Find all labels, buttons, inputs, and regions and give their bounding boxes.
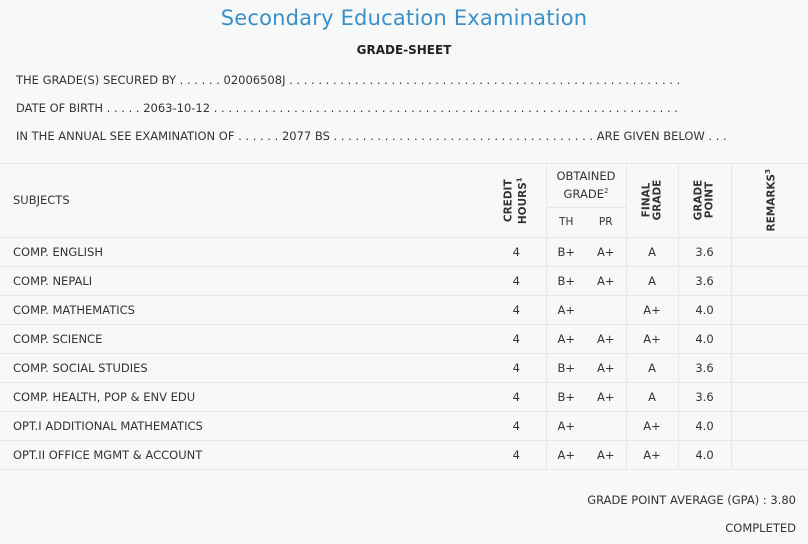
header-credit-hours: CREDIT HOURS1 (487, 164, 547, 238)
remarks-label: REMARKS3 (763, 169, 778, 232)
table-top-rule (0, 163, 808, 164)
table-row: OPT.I ADDITIONAL MATHEMATICS 4 A+ A+ 4.0 (0, 411, 808, 441)
gpa-summary: GRADE POINT AVERAGE (GPA) : 3.80 (587, 493, 796, 507)
grade-point-cell: 4.0 (678, 440, 732, 470)
remarks-cell (731, 324, 808, 354)
final-grade-cell: A+ (626, 324, 679, 354)
table-row: COMP. SCIENCE 4 A+ A+ A+ 4.0 (0, 324, 808, 354)
page-subtitle: GRADE-SHEET (356, 43, 452, 57)
grade-point-cell: 4.0 (678, 324, 732, 354)
grade-table: SUBJECTS CREDIT HOURS1 OBTAINED GRADE2 FIN… (0, 164, 808, 470)
subject-cell: COMP. NEPALI (0, 266, 487, 296)
final-grade-cell: A+ (626, 295, 679, 325)
credit-hours-cell: 4 (487, 295, 547, 325)
subject-cell: COMP. SOCIAL STUDIES (0, 353, 487, 383)
remarks-cell (731, 382, 808, 412)
header-grade-point: GRADE POINT (678, 164, 732, 238)
theory-grade-cell: A+ (546, 440, 586, 470)
gpa-value: 3.80 (770, 493, 796, 507)
theory-grade-cell: A+ (546, 324, 586, 354)
final-grade-cell: A (626, 266, 679, 296)
theory-grade-cell: A+ (546, 295, 586, 325)
header-subjects: SUBJECTS (0, 164, 487, 238)
table-row: OPT.II OFFICE MGMT & ACCOUNT 4 A+ A+ A+ 4.0 (0, 440, 808, 470)
credit-hours-cell: 4 (487, 440, 547, 470)
page-title: Secondary Education Examination (220, 6, 588, 30)
subject-cell: COMP. SCIENCE (0, 324, 487, 354)
header-th: TH (546, 207, 586, 238)
remarks-cell (731, 440, 808, 470)
grade-point-cell: 3.6 (678, 353, 732, 383)
subject-cell: OPT.II OFFICE MGMT & ACCOUNT (0, 440, 487, 470)
final-grade-cell: A (626, 382, 679, 412)
practical-grade-cell: A+ (586, 382, 627, 412)
completion-status: COMPLETED (725, 521, 796, 535)
practical-grade-cell: A+ (586, 266, 627, 296)
remarks-cell (731, 266, 808, 296)
grade-rows: COMP. ENGLISH 4 B+ A+ A 3.6 COMP. NEPALI 4 B+ A+ A… (0, 237, 808, 470)
header-final-grade: FINAL GRADE (626, 164, 679, 238)
table-header-row: SUBJECTS CREDIT HOURS1 OBTAINED GRADE2 FIN… (0, 164, 808, 238)
final-grade-label: FINAL GRADE (640, 179, 663, 221)
header-pr: PR (586, 207, 627, 238)
remarks-cell (731, 353, 808, 383)
grade-point-cell: 3.6 (678, 266, 732, 296)
grade-point-cell: 4.0 (678, 411, 732, 441)
practical-grade-cell: A+ (586, 440, 627, 470)
exam-line: IN THE ANNUAL SEE EXAMINATION OF . . . .… (16, 129, 727, 143)
credit-hours-cell: 4 (487, 382, 547, 412)
credit-hours-cell: 4 (487, 266, 547, 296)
remarks-cell (731, 411, 808, 441)
theory-grade-cell: B+ (546, 266, 586, 296)
secured-by-line: THE GRADE(S) SECURED BY . . . . . . 0200… (16, 73, 681, 87)
final-grade-cell: A (626, 353, 679, 383)
subject-cell: COMP. MATHEMATICS (0, 295, 487, 325)
final-grade-cell: A (626, 237, 679, 267)
practical-grade-cell: A+ (586, 353, 627, 383)
table-row: COMP. ENGLISH 4 B+ A+ A 3.6 (0, 237, 808, 267)
practical-grade-cell (586, 295, 627, 325)
final-grade-cell: A+ (626, 440, 679, 470)
subject-cell: COMP. HEALTH, POP & ENV EDU (0, 382, 487, 412)
theory-grade-cell: B+ (546, 353, 586, 383)
practical-grade-cell: A+ (586, 237, 627, 267)
table-row: COMP. HEALTH, POP & ENV EDU 4 B+ A+ A 3.6 (0, 382, 808, 412)
practical-grade-cell: A+ (586, 324, 627, 354)
remarks-cell (731, 295, 808, 325)
credit-hours-cell: 4 (487, 411, 547, 441)
theory-grade-cell: B+ (546, 237, 586, 267)
theory-grade-cell: B+ (546, 382, 586, 412)
credit-hours-cell: 4 (487, 237, 547, 267)
table-row: COMP. SOCIAL STUDIES 4 B+ A+ A 3.6 (0, 353, 808, 383)
table-subheader-row: TH PR (0, 207, 808, 238)
header-obtained-grade: OBTAINED GRADE2 (546, 164, 627, 208)
grade-point-cell: 3.6 (678, 237, 732, 267)
date-of-birth-line: DATE OF BIRTH . . . . . 2063-10-12 . . .… (16, 101, 678, 115)
credit-hours-cell: 4 (487, 324, 547, 354)
subject-cell: OPT.I ADDITIONAL MATHEMATICS (0, 411, 487, 441)
gpa-label: GRADE POINT AVERAGE (GPA) : (587, 493, 767, 507)
practical-grade-cell (586, 411, 627, 441)
grade-point-cell: 3.6 (678, 382, 732, 412)
credit-hours-label: CREDIT HOURS1 (502, 176, 529, 224)
subject-cell: COMP. ENGLISH (0, 237, 487, 267)
remarks-cell (731, 237, 808, 267)
grade-point-cell: 4.0 (678, 295, 732, 325)
header-remarks: REMARKS3 (731, 164, 808, 238)
theory-grade-cell: A+ (546, 411, 586, 441)
grade-point-label: GRADE POINT (692, 179, 716, 221)
final-grade-cell: A+ (626, 411, 679, 441)
table-row: COMP. MATHEMATICS 4 A+ A+ 4.0 (0, 295, 808, 325)
table-row: COMP. NEPALI 4 B+ A+ A 3.6 (0, 266, 808, 296)
credit-hours-cell: 4 (487, 353, 547, 383)
